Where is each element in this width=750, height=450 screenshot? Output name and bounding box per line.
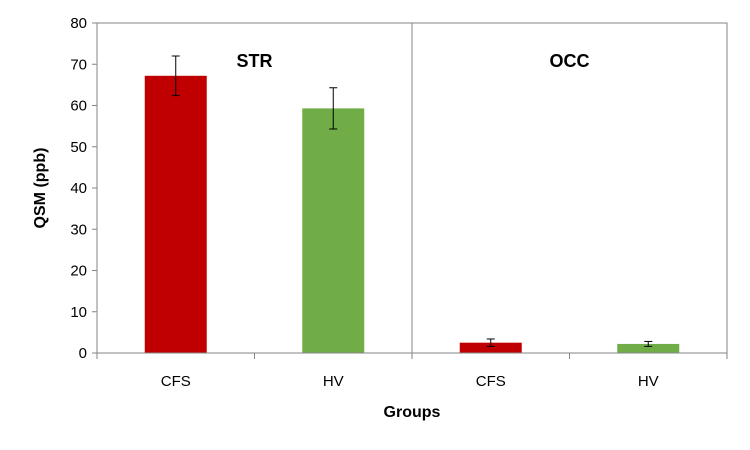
plot-frame xyxy=(96,22,728,359)
y-tick-label: 30 xyxy=(70,221,87,238)
y-tick-label: 60 xyxy=(70,98,87,115)
bar-str-cfs xyxy=(144,75,207,354)
x-tick-label: HV xyxy=(638,373,659,390)
y-tick-label: 0 xyxy=(79,345,87,362)
panel-label: OCC xyxy=(550,51,590,71)
y-tick-label: 10 xyxy=(70,304,87,321)
bar-occ-cfs xyxy=(459,342,522,353)
plot-border xyxy=(96,22,728,354)
x-axis-title: Groups xyxy=(384,404,441,421)
panel-labels: STR OCC xyxy=(237,51,590,71)
y-tick-label: 80 xyxy=(70,15,87,32)
x-tick-label: CFS xyxy=(161,373,191,390)
bars xyxy=(144,55,680,354)
y-axis-title: QSM (ppb) xyxy=(32,148,49,229)
bar-str-hv xyxy=(302,108,365,353)
panel-label: STR xyxy=(237,51,273,71)
x-tick-label: CFS xyxy=(476,373,506,390)
y-tick-label: 50 xyxy=(70,139,87,156)
y-axis-ticks: 0 10 20 30 40 50 60 70 80 xyxy=(70,15,97,362)
x-tick-label: HV xyxy=(323,373,344,390)
y-tick-label: 70 xyxy=(70,56,87,73)
y-tick-label: 20 xyxy=(70,263,87,280)
bar-occ-hv xyxy=(617,343,680,353)
y-tick-label: 40 xyxy=(70,180,87,197)
